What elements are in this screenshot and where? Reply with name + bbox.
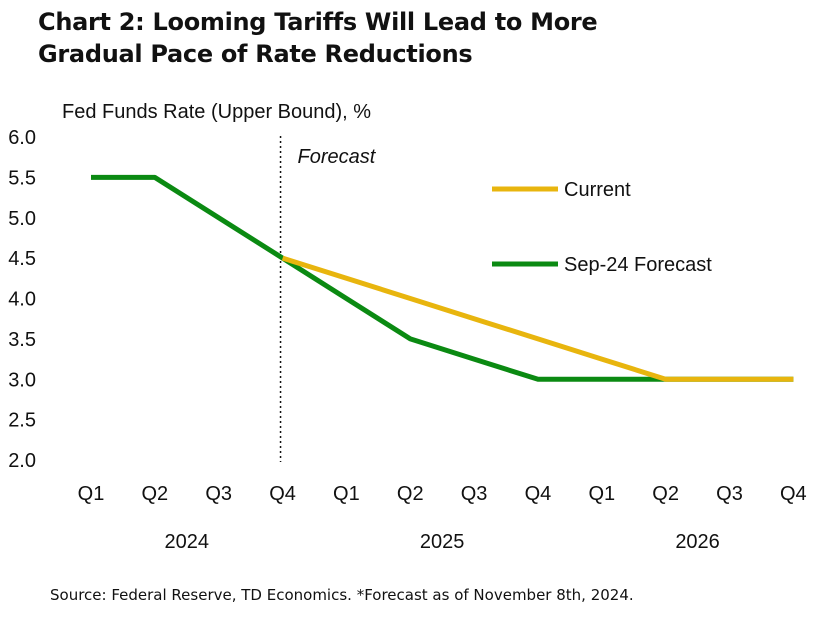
x-tick-label: Q3 [205,483,232,505]
series-lines [91,174,794,382]
y-tick-label: 2.0 [8,450,36,472]
series-line-sep24-forecast [91,174,794,382]
y-tick-label: 4.0 [8,289,36,311]
y-tick-labels: 2.0 2.5 3.0 3.5 4.0 4.5 5.0 5.5 6.0 [8,127,36,472]
series-line-current [281,255,794,382]
x-tick-label: Q4 [525,483,552,505]
chart-title-line-2: Gradual Pace of Rate Reductions [38,40,473,68]
y-tick-label: 5.0 [8,208,36,230]
x-tick-label: Q1 [588,483,615,505]
chart-title-line-1: Chart 2: Looming Tariffs Will Lead to Mo… [38,8,598,36]
x-tick-label: Q2 [397,483,424,505]
chart-title: Chart 2: Looming Tariffs Will Lead to Mo… [38,6,798,70]
x-tick-labels: Q1 Q2 Q3 Q4 Q1 Q2 Q3 Q4 Q1 Q2 Q3 Q4 [78,483,807,505]
legend: Current Sep-24 Forecast [492,179,712,276]
year-label: 2026 [675,531,720,553]
y-tick-label: 3.0 [8,369,36,391]
year-labels: 2024 2025 2026 [165,531,720,553]
x-tick-label: Q1 [78,483,105,505]
y-tick-label: 3.5 [8,329,36,351]
x-tick-label: Q2 [652,483,679,505]
x-tick-label: Q3 [461,483,488,505]
forecast-label: Forecast [298,146,377,168]
year-label: 2024 [165,531,210,553]
legend-label-sep24-forecast: Sep-24 Forecast [564,254,712,276]
y-tick-label: 4.5 [8,248,36,270]
source-note: Source: Federal Reserve, TD Economics. *… [50,586,634,604]
x-tick-label: Q4 [780,483,807,505]
y-tick-label: 6.0 [8,127,36,149]
y-tick-label: 5.5 [8,167,36,189]
year-label: 2025 [420,531,465,553]
y-axis-label: Fed Funds Rate (Upper Bound), % [62,101,371,123]
x-tick-label: Q1 [333,483,360,505]
x-tick-label: Q4 [269,483,296,505]
y-tick-label: 2.5 [8,410,36,432]
x-tick-label: Q3 [716,483,743,505]
line-chart: Fed Funds Rate (Upper Bound), % 2.0 2.5 3.… [8,101,807,553]
legend-label-current: Current [564,179,631,201]
x-tick-label: Q2 [142,483,169,505]
